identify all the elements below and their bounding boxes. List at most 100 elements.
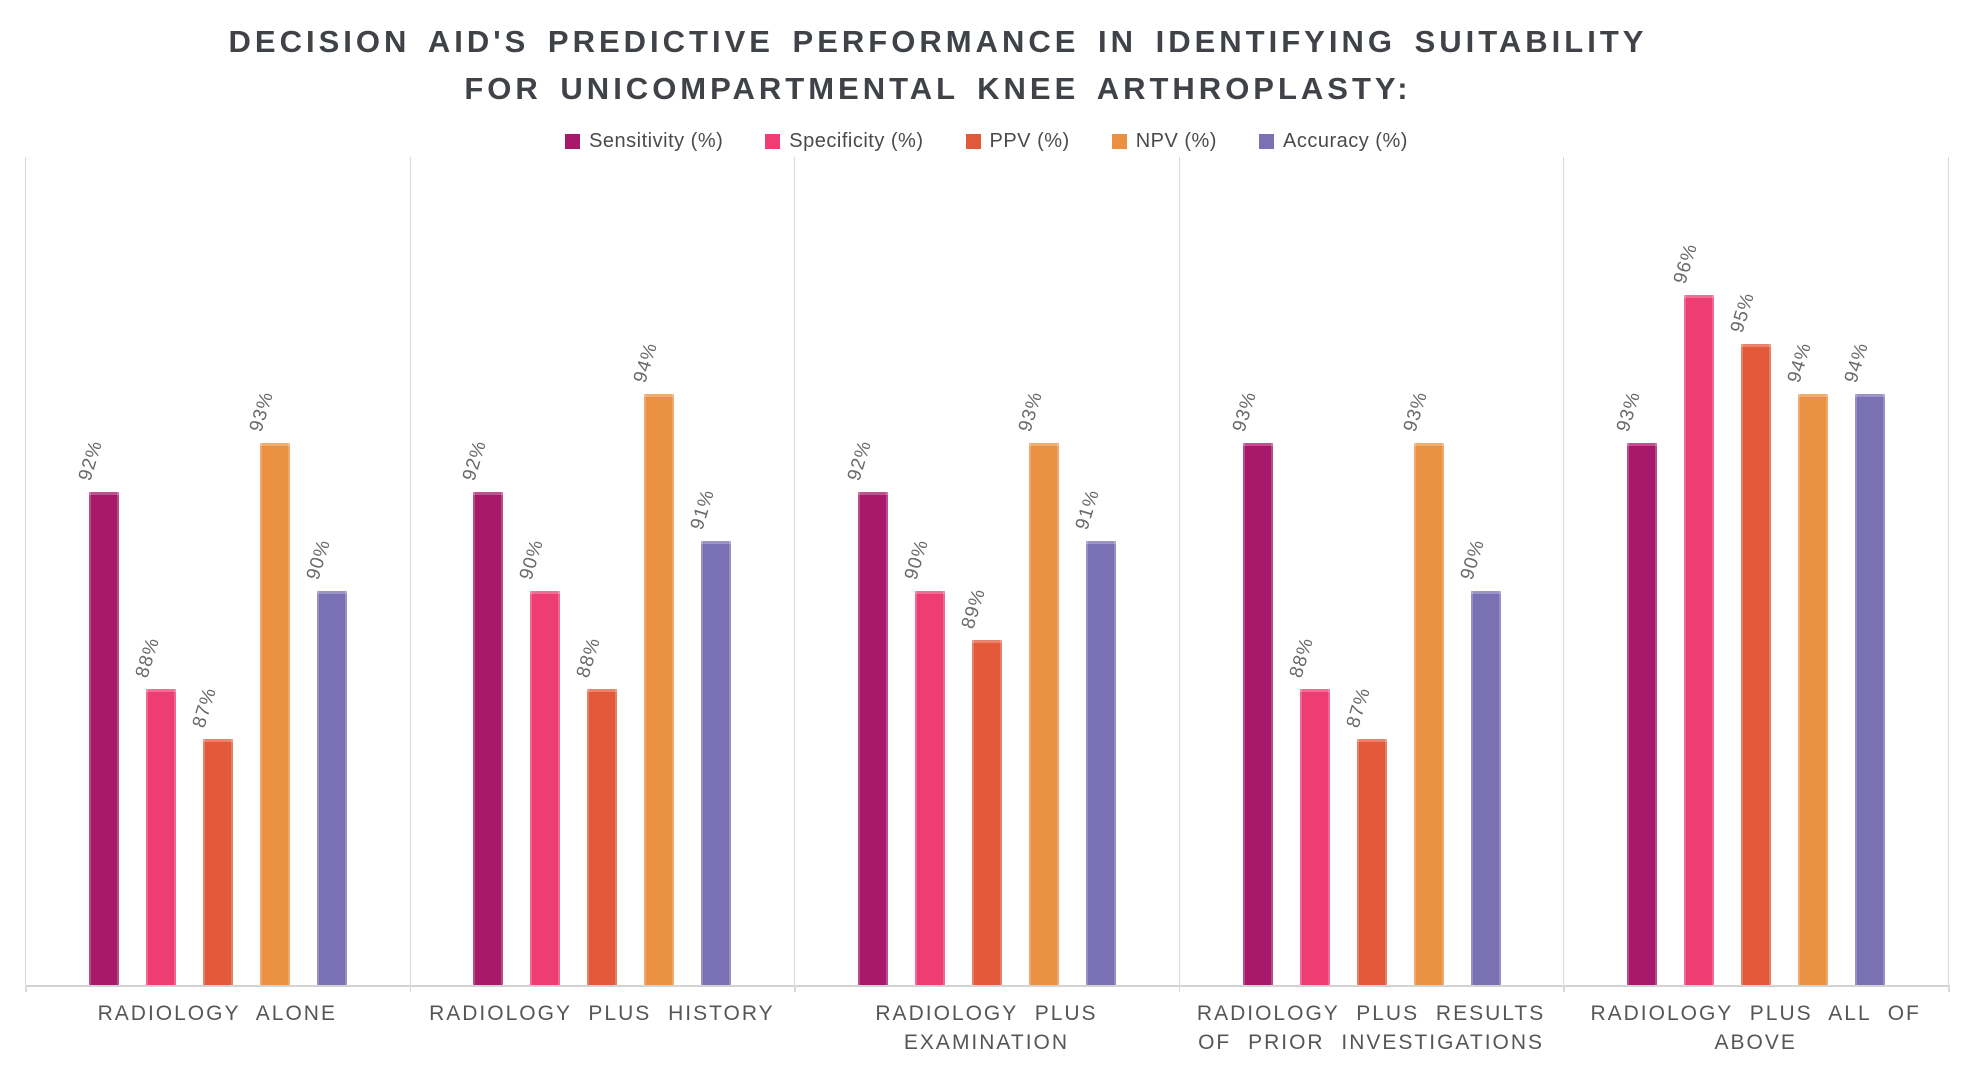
bar-specificity: [530, 591, 561, 985]
bar-cell: 87%: [189, 685, 233, 985]
bar-accuracy: [1085, 541, 1116, 985]
category-label: RADIOLOGY ALONE: [25, 999, 410, 1057]
bar-value-label: 88%: [1285, 634, 1318, 681]
bar-value-label: 90%: [516, 536, 549, 583]
bar-cell: 92%: [75, 438, 119, 985]
bar-cell: 93%: [1613, 389, 1658, 985]
bar-accuracy: [1855, 394, 1886, 985]
bar-value-label: 92%: [843, 437, 876, 484]
bar-cell: 88%: [132, 635, 176, 985]
bar-value-label: 90%: [302, 536, 335, 583]
bar-value-label: 92%: [459, 437, 492, 484]
legend-label: Accuracy (%): [1282, 130, 1408, 152]
bar-cell: 90%: [1456, 537, 1501, 985]
bar-sensitivity: [88, 492, 119, 985]
legend-item: NPV (%): [1111, 130, 1217, 153]
bar-value-label: 93%: [1613, 388, 1646, 435]
bar-value-label: 92%: [74, 437, 107, 484]
legend-item: Accuracy (%): [1258, 130, 1408, 153]
chart-panel: 93% 96% 95% 94% 94%: [1563, 157, 1948, 985]
bar-value-label: 90%: [900, 536, 933, 583]
axis-tick: [794, 985, 796, 992]
category-labels: RADIOLOGY ALONE RADIOLOGY PLUS HISTORY RAD…: [25, 999, 1948, 1057]
legend-swatch-icon: [765, 134, 781, 149]
legend-item: PPV (%): [965, 130, 1070, 153]
legend-label: Specificity (%): [789, 130, 924, 152]
category-label-line: OF PRIOR INVESTIGATIONS: [1198, 1031, 1545, 1054]
bar-cell: 88%: [573, 635, 618, 985]
bar-value-label: 89%: [957, 585, 990, 632]
legend-swatch-icon: [1258, 134, 1274, 149]
category-label-line: RADIOLOGY PLUS HISTORY: [429, 1002, 775, 1025]
bar-value-label: 93%: [1014, 388, 1047, 435]
legend-label: NPV (%): [1135, 130, 1217, 152]
chart-panel: 92% 90% 88% 94% 91%: [409, 157, 795, 985]
legend-swatch-icon: [565, 134, 581, 149]
bar-sensitivity: [473, 492, 504, 985]
bar-npv: [1028, 443, 1059, 985]
bar-ppv: [971, 640, 1002, 985]
category-label-line: RADIOLOGY PLUS RESULTS: [1196, 1002, 1546, 1025]
bar-value-label: 93%: [245, 388, 278, 435]
axis-tick: [1948, 985, 1950, 992]
legend-item: Specificity (%): [765, 130, 923, 153]
bar-value-label: 94%: [630, 339, 663, 386]
bar-cell: 96%: [1670, 241, 1715, 985]
bar-cell: 93%: [1399, 389, 1444, 985]
bar-npv: [259, 443, 290, 985]
bar-cell: 91%: [1072, 487, 1116, 985]
axis-tick: [1178, 985, 1181, 992]
chart-legend: Sensitivity (%) Specificity (%) PPV (%) NPV…: [25, 130, 1948, 153]
bar-accuracy: [316, 591, 347, 985]
category-label-line: EXAMINATION: [903, 1031, 1070, 1054]
bar-value-label: 91%: [687, 486, 720, 533]
bar-value-label: 93%: [1228, 388, 1261, 435]
axis-ticks: [25, 985, 1950, 992]
bar-value-label: 91%: [1071, 486, 1104, 533]
bar-value-label: 87%: [1342, 684, 1375, 731]
chart-title: DECISION AID'S PREDICTIVE PERFORMANCE IN…: [0, 18, 1972, 112]
category-label-line: RADIOLOGY PLUS ALL OF: [1590, 1002, 1921, 1025]
bar-cell: 89%: [958, 586, 1002, 985]
chart-title-line-1: DECISION AID'S PREDICTIVE PERFORMANCE IN…: [228, 24, 1648, 59]
bar-cell: 94%: [630, 340, 675, 985]
axis-tick: [409, 985, 412, 992]
axis-tick: [1563, 985, 1565, 992]
bar-sensitivity: [1242, 443, 1273, 985]
bar-accuracy: [701, 541, 732, 985]
legend-item: Sensitivity (%): [565, 130, 723, 153]
plot-area: 92% 88% 87% 93% 90% 92% 90% 88% 94% 91% 92% 90% 89% 9…: [25, 157, 1949, 987]
legend-label: Sensitivity (%): [589, 130, 724, 152]
category-label-line: RADIOLOGY ALONE: [97, 1002, 337, 1025]
category-label-line: ABOVE: [1714, 1031, 1797, 1054]
bar-cell: 94%: [1784, 340, 1829, 985]
bar-cell: 92%: [844, 438, 888, 985]
bar-npv: [644, 394, 675, 985]
bar-sensitivity: [857, 492, 888, 985]
bar-ppv: [202, 739, 233, 985]
legend-swatch-icon: [965, 134, 981, 149]
legend-swatch-icon: [1111, 134, 1127, 149]
legend-label: PPV (%): [989, 130, 1070, 152]
bar-ppv: [587, 689, 618, 985]
bar-npv: [1798, 394, 1829, 985]
bar-value-label: 90%: [1456, 536, 1489, 583]
chart-panel: 93% 88% 87% 93% 90%: [1178, 157, 1564, 985]
category-label: RADIOLOGY PLUS RESULTS OF PRIOR INVESTIGA…: [1179, 999, 1564, 1057]
bar-value-label: 94%: [1784, 339, 1817, 386]
chart-panel: 92% 90% 89% 93% 91%: [794, 157, 1179, 985]
bar-cell: 94%: [1841, 340, 1886, 985]
bar-cell: 93%: [1228, 389, 1273, 985]
bar-specificity: [145, 689, 176, 985]
bar-specificity: [1684, 295, 1715, 985]
bar-specificity: [1299, 689, 1330, 985]
bar-value-label: 94%: [1841, 339, 1874, 386]
bar-ppv: [1356, 739, 1387, 985]
category-label-line: RADIOLOGY PLUS: [875, 1002, 1098, 1025]
bar-value-label: 88%: [573, 634, 606, 681]
bar-value-label: 88%: [131, 634, 164, 681]
bar-cell: 91%: [687, 487, 732, 985]
bar-cell: 93%: [246, 389, 290, 985]
bar-cell: 92%: [459, 438, 504, 985]
bar-value-label: 96%: [1670, 240, 1703, 287]
